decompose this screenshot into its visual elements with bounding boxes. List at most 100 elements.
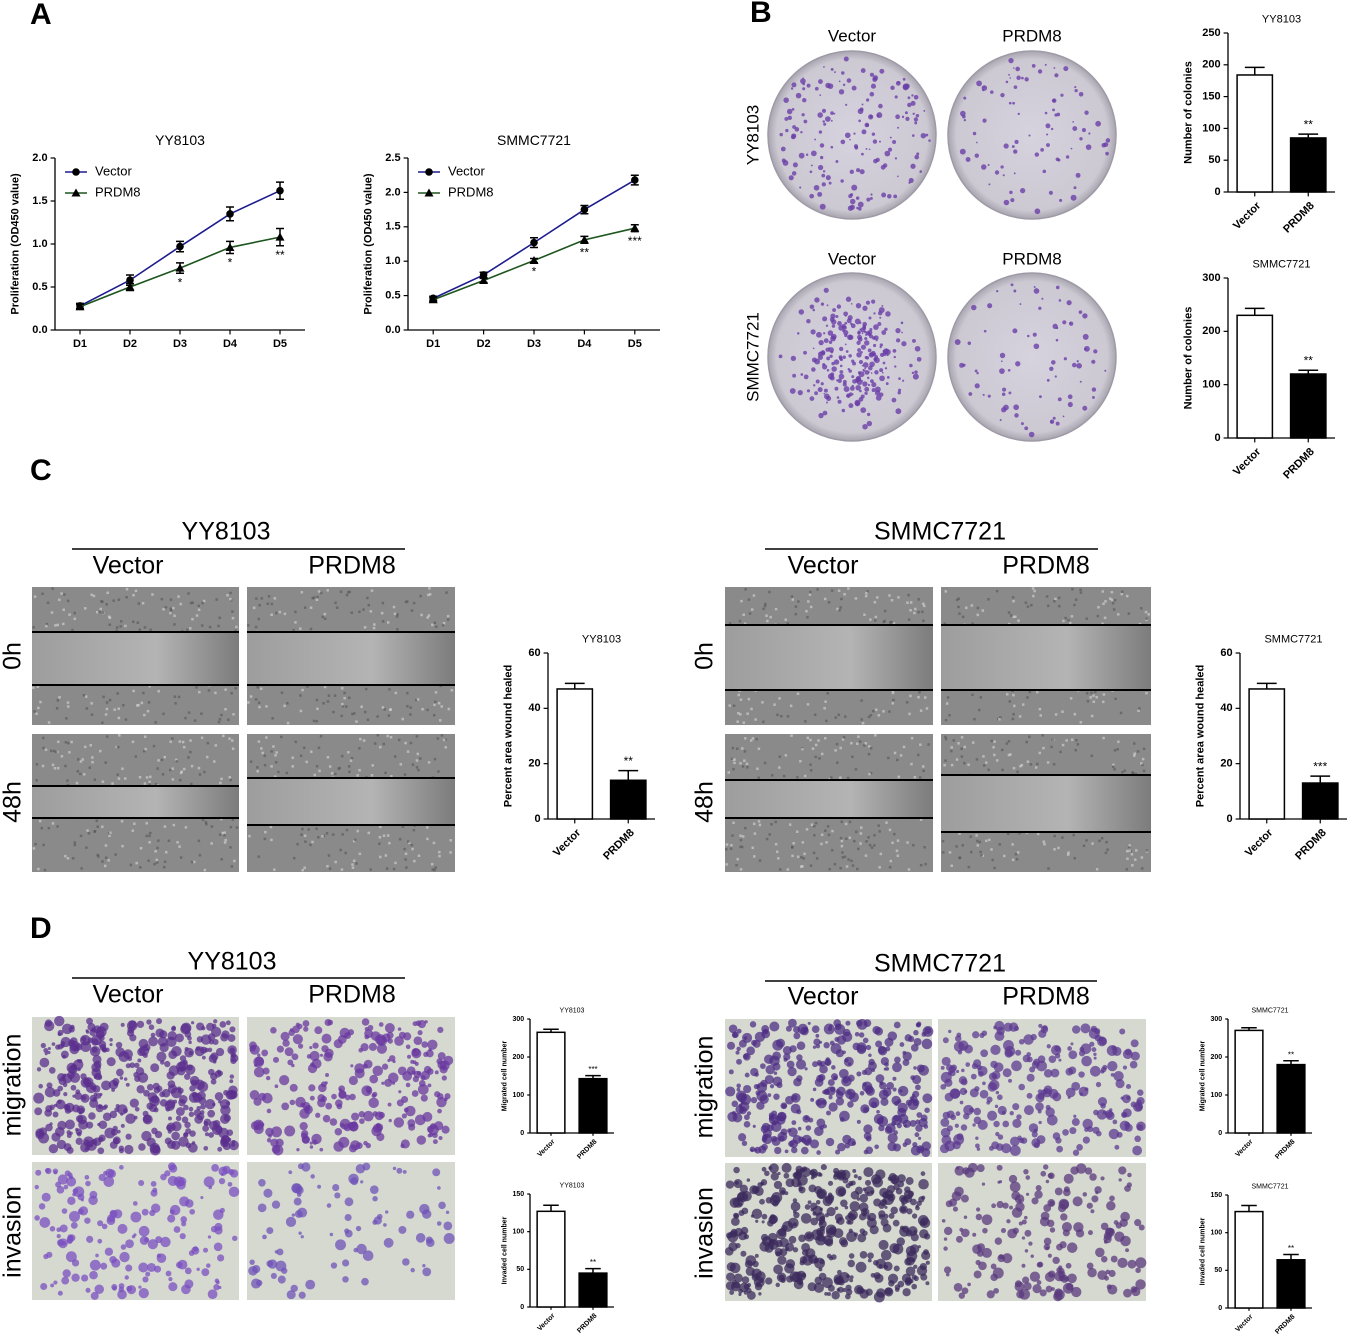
stained-cell	[1062, 1129, 1069, 1136]
colony-dot	[856, 340, 861, 346]
cell-texture	[864, 854, 868, 857]
cell-texture	[73, 841, 77, 844]
cell-texture	[1111, 601, 1115, 605]
stained-cell	[175, 1033, 184, 1043]
stained-cell	[1029, 1271, 1041, 1282]
stained-cell	[827, 1026, 833, 1032]
cell-texture	[803, 852, 806, 856]
stained-cell	[427, 1039, 438, 1050]
cell-texture	[1074, 598, 1078, 601]
cell-texture	[90, 702, 93, 705]
stained-cell	[148, 1036, 159, 1047]
stained-cell	[397, 1027, 402, 1031]
cell-texture	[148, 782, 151, 786]
cell-texture	[440, 705, 444, 708]
colony-dot	[1088, 132, 1091, 135]
cell-texture	[96, 825, 99, 829]
stained-cell	[111, 1088, 116, 1092]
cell-texture	[83, 745, 87, 749]
stained-cell	[921, 1038, 933, 1050]
cell-texture	[41, 592, 44, 596]
cell-texture	[742, 613, 745, 617]
stained-cell	[136, 1085, 145, 1094]
cell-texture	[858, 740, 862, 743]
stained-cell	[910, 1145, 921, 1156]
cell-texture	[778, 766, 781, 769]
stained-cell	[338, 1090, 347, 1100]
colony-dot	[818, 130, 823, 134]
cell-texture	[979, 696, 983, 699]
colony-dot	[865, 147, 868, 150]
stained-cell	[103, 1176, 115, 1187]
cell-texture	[90, 593, 93, 597]
stained-cell	[1018, 1198, 1022, 1203]
cell-texture	[406, 704, 409, 708]
colony-dot	[1038, 306, 1042, 310]
colony-dot	[866, 412, 871, 417]
stained-cell	[954, 1165, 965, 1176]
stained-cell	[168, 1277, 173, 1282]
stained-cell	[331, 1093, 337, 1100]
colony-dot	[791, 82, 797, 88]
cell-texture	[795, 830, 799, 833]
stained-cell	[811, 1025, 820, 1033]
stained-cell	[915, 1084, 921, 1091]
stained-cell	[178, 1094, 188, 1104]
cell-texture	[104, 713, 108, 716]
stained-cell	[383, 1237, 394, 1248]
stained-cell	[758, 1292, 762, 1296]
stained-cell	[177, 1259, 188, 1270]
cell-texture	[851, 755, 854, 759]
cell-texture	[833, 862, 837, 866]
cell-texture	[90, 713, 94, 716]
cell-texture	[970, 604, 974, 607]
colony-dot	[1000, 92, 1005, 98]
stained-cell	[78, 1119, 89, 1130]
stained-cell	[372, 1196, 378, 1202]
cell-texture	[897, 596, 900, 599]
stained-cell	[802, 1254, 814, 1266]
cell-texture	[801, 841, 805, 844]
colony-dot	[823, 388, 828, 393]
stained-cell	[1130, 1051, 1140, 1061]
cell-texture	[1039, 714, 1042, 717]
colony-dot	[866, 420, 873, 427]
cell-texture	[350, 611, 353, 614]
stained-cell	[773, 1071, 778, 1075]
cell-texture	[56, 766, 60, 770]
colony-dot	[780, 146, 786, 152]
stained-cell	[904, 1034, 912, 1042]
stained-cell	[994, 1104, 999, 1109]
cell-texture	[347, 751, 350, 754]
colony-dot	[1017, 112, 1020, 116]
cell-texture	[857, 847, 860, 851]
stained-cell	[413, 1048, 417, 1053]
stained-cell	[154, 1130, 163, 1139]
stained-cell	[780, 1190, 786, 1196]
cell-texture	[413, 859, 416, 863]
colony-dot	[832, 308, 837, 312]
cell-texture	[316, 595, 319, 599]
cell-texture	[323, 617, 327, 621]
stained-cell	[66, 1133, 72, 1139]
stained-cell	[157, 1036, 168, 1047]
colony-dot	[1034, 152, 1040, 157]
cell-texture	[197, 604, 201, 608]
stained-cell	[258, 1179, 266, 1187]
colony-dot	[865, 300, 871, 305]
stained-cell	[1021, 1219, 1027, 1225]
colony-dot	[874, 355, 879, 359]
stained-cell	[1076, 1144, 1083, 1151]
cell-texture	[426, 616, 429, 619]
cell-texture	[917, 753, 920, 757]
stained-cell	[896, 1237, 905, 1246]
cell-texture	[998, 843, 1002, 846]
colony-dot	[803, 374, 809, 380]
stained-cell	[1065, 1087, 1076, 1098]
stained-cell	[63, 1184, 69, 1190]
cell-texture	[867, 715, 871, 719]
stained-cell	[133, 1115, 138, 1120]
colony-dot	[862, 362, 869, 368]
stained-cell	[57, 1073, 66, 1082]
stained-cell	[213, 1019, 218, 1024]
